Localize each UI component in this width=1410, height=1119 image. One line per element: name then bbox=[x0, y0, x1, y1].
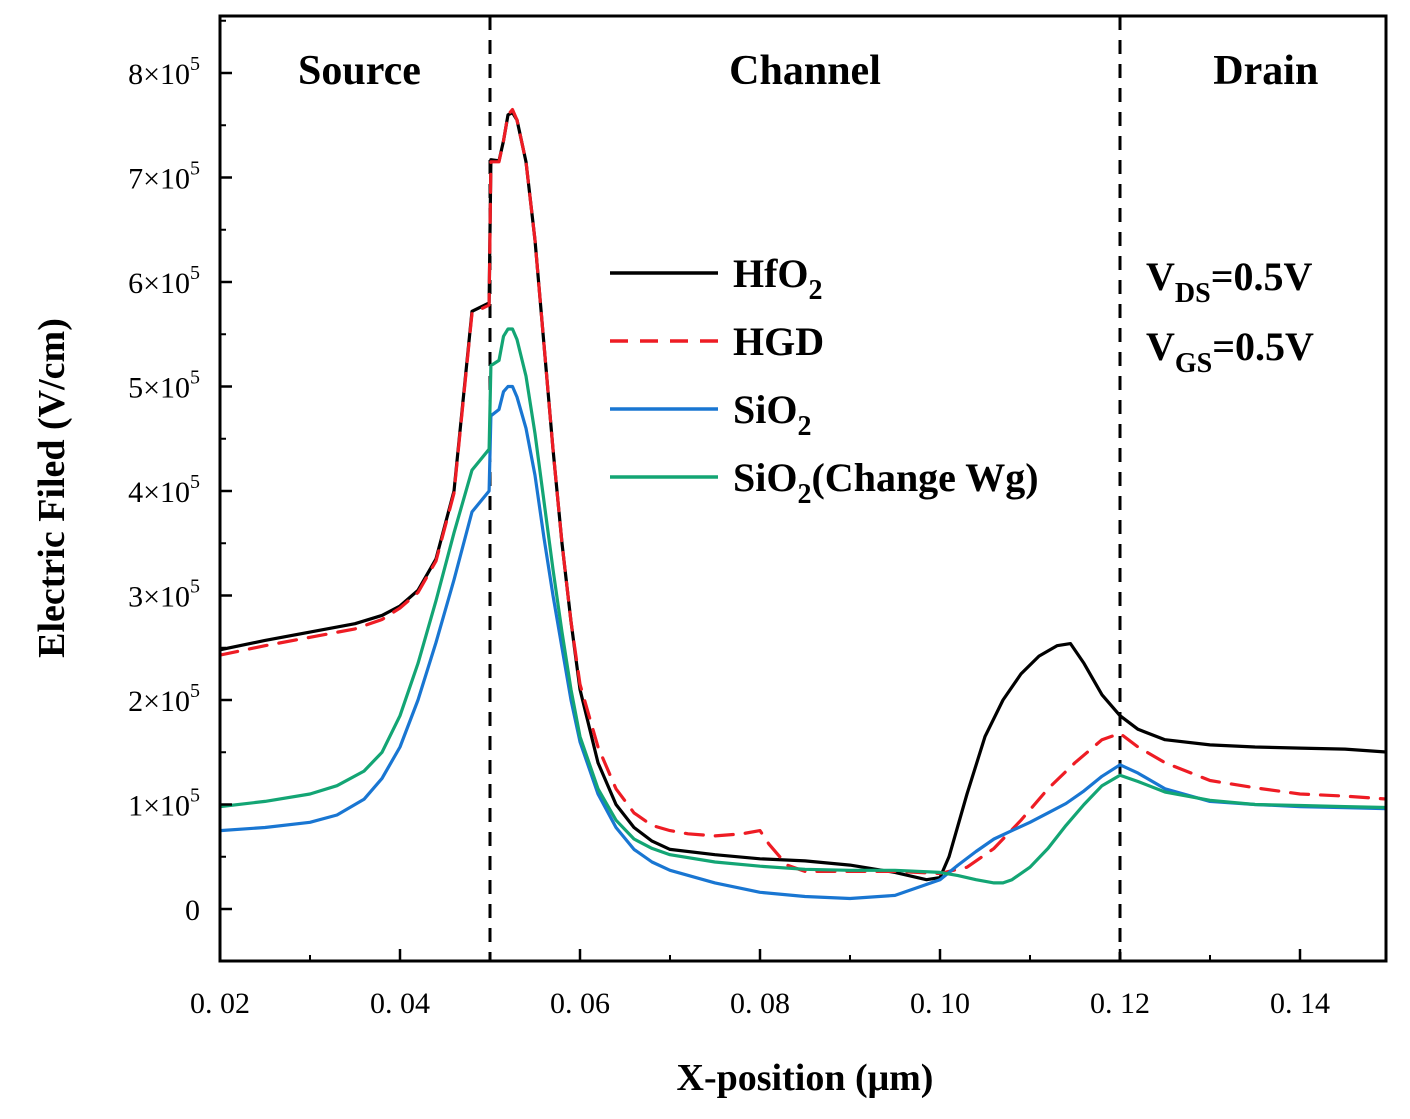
y-tick-exponent: 5 bbox=[190, 576, 200, 598]
x-tick-label: 0. 12 bbox=[1090, 987, 1150, 1020]
condition-ds: VDS=0.5V bbox=[1146, 254, 1312, 309]
y-tick-exponent: 5 bbox=[190, 471, 200, 493]
x-axis-title: X-position (μm) bbox=[677, 1057, 934, 1099]
y-tick-label: 4×105 bbox=[128, 471, 200, 509]
y-tick-label: 1×105 bbox=[128, 785, 200, 823]
y-tick-mantissa: 3×10 bbox=[128, 581, 190, 614]
legend-label-3: SiO2 bbox=[733, 387, 811, 442]
y-tick-exponent: 5 bbox=[190, 158, 200, 180]
x-axis-ticks: 0. 02 0. 04 0. 06 0. 08 0. 10 0. 12 0. 14 bbox=[190, 949, 1330, 1020]
y-tick-mantissa: 1×10 bbox=[128, 790, 190, 823]
legend-label-main: SiO bbox=[733, 455, 797, 500]
y-tick-exponent: 5 bbox=[190, 53, 200, 75]
legend-label-suffix: (Change Wg) bbox=[811, 455, 1038, 500]
y-tick-label: 3×105 bbox=[128, 576, 200, 614]
y-tick-mantissa: 6×10 bbox=[128, 267, 190, 300]
condition-subscript: DS bbox=[1175, 278, 1211, 309]
legend-label-4: SiO2(Change Wg) bbox=[733, 455, 1039, 510]
x-tick-label: 0. 04 bbox=[370, 987, 430, 1020]
legend-label-main: HGD bbox=[733, 319, 824, 364]
condition-value: =0.5V bbox=[1212, 324, 1314, 369]
legend-label-2: HGD bbox=[733, 319, 824, 364]
y-tick-mantissa: 8×10 bbox=[128, 58, 190, 91]
legend-label-1: HfO2 bbox=[733, 251, 823, 306]
plot-frame bbox=[218, 14, 1388, 963]
series-line-2 bbox=[220, 108, 1386, 876]
y-axis-title: Electric Filed (V/cm) bbox=[31, 318, 73, 658]
y-tick-exponent: 5 bbox=[190, 262, 200, 284]
region-label-source: Source bbox=[298, 48, 421, 94]
x-tick-label: 0. 06 bbox=[550, 987, 610, 1020]
legend-label-main: SiO bbox=[733, 387, 797, 432]
series-line-4 bbox=[220, 327, 1386, 885]
x-tick-label: 0. 02 bbox=[190, 987, 250, 1020]
y-tick-exponent: 5 bbox=[190, 785, 200, 807]
y-tick-exponent: 5 bbox=[190, 680, 200, 702]
y-tick-mantissa: 7×10 bbox=[128, 163, 190, 196]
legend-label-subscript: 2 bbox=[809, 275, 823, 306]
y-tick-mantissa: 5×10 bbox=[128, 372, 190, 405]
y-tick-label: 2×105 bbox=[128, 680, 200, 718]
legend-label-main: HfO bbox=[733, 251, 809, 296]
region-labels: Source Channel Drain bbox=[298, 48, 1318, 94]
y-tick-label: 6×105 bbox=[128, 262, 200, 300]
region-label-drain: Drain bbox=[1213, 48, 1318, 94]
x-tick-label: 0. 10 bbox=[910, 987, 970, 1020]
condition-symbol: V bbox=[1146, 254, 1175, 299]
y-tick-label: 5×105 bbox=[128, 367, 200, 405]
condition-value: =0.5V bbox=[1211, 254, 1313, 299]
x-tick-label: 0. 14 bbox=[1270, 987, 1330, 1020]
y-tick-label: 8×105 bbox=[128, 53, 200, 91]
region-label-channel: Channel bbox=[729, 48, 881, 94]
y-tick-exponent: 5 bbox=[190, 367, 200, 389]
series-line-1 bbox=[220, 111, 1386, 882]
legend-label-subscript: 2 bbox=[797, 411, 811, 442]
legend-label-subscript: 2 bbox=[797, 479, 811, 510]
y-tick-mantissa: 0 bbox=[185, 894, 200, 927]
condition-symbol: V bbox=[1146, 324, 1175, 369]
y-tick-mantissa: 4×10 bbox=[128, 476, 190, 509]
y-tick-label: 0 bbox=[185, 894, 200, 927]
y-axis-ticks: 01×1052×1053×1054×1055×1056×1057×1058×10… bbox=[128, 19, 232, 927]
series-layer bbox=[220, 108, 1386, 901]
y-tick-mantissa: 2×10 bbox=[128, 685, 190, 718]
y-tick-label: 7×105 bbox=[128, 158, 200, 196]
series-line-3 bbox=[220, 384, 1386, 901]
condition-gs: VGS=0.5V bbox=[1146, 324, 1314, 379]
x-tick-label: 0. 08 bbox=[730, 987, 790, 1020]
condition-subscript: GS bbox=[1175, 348, 1212, 379]
